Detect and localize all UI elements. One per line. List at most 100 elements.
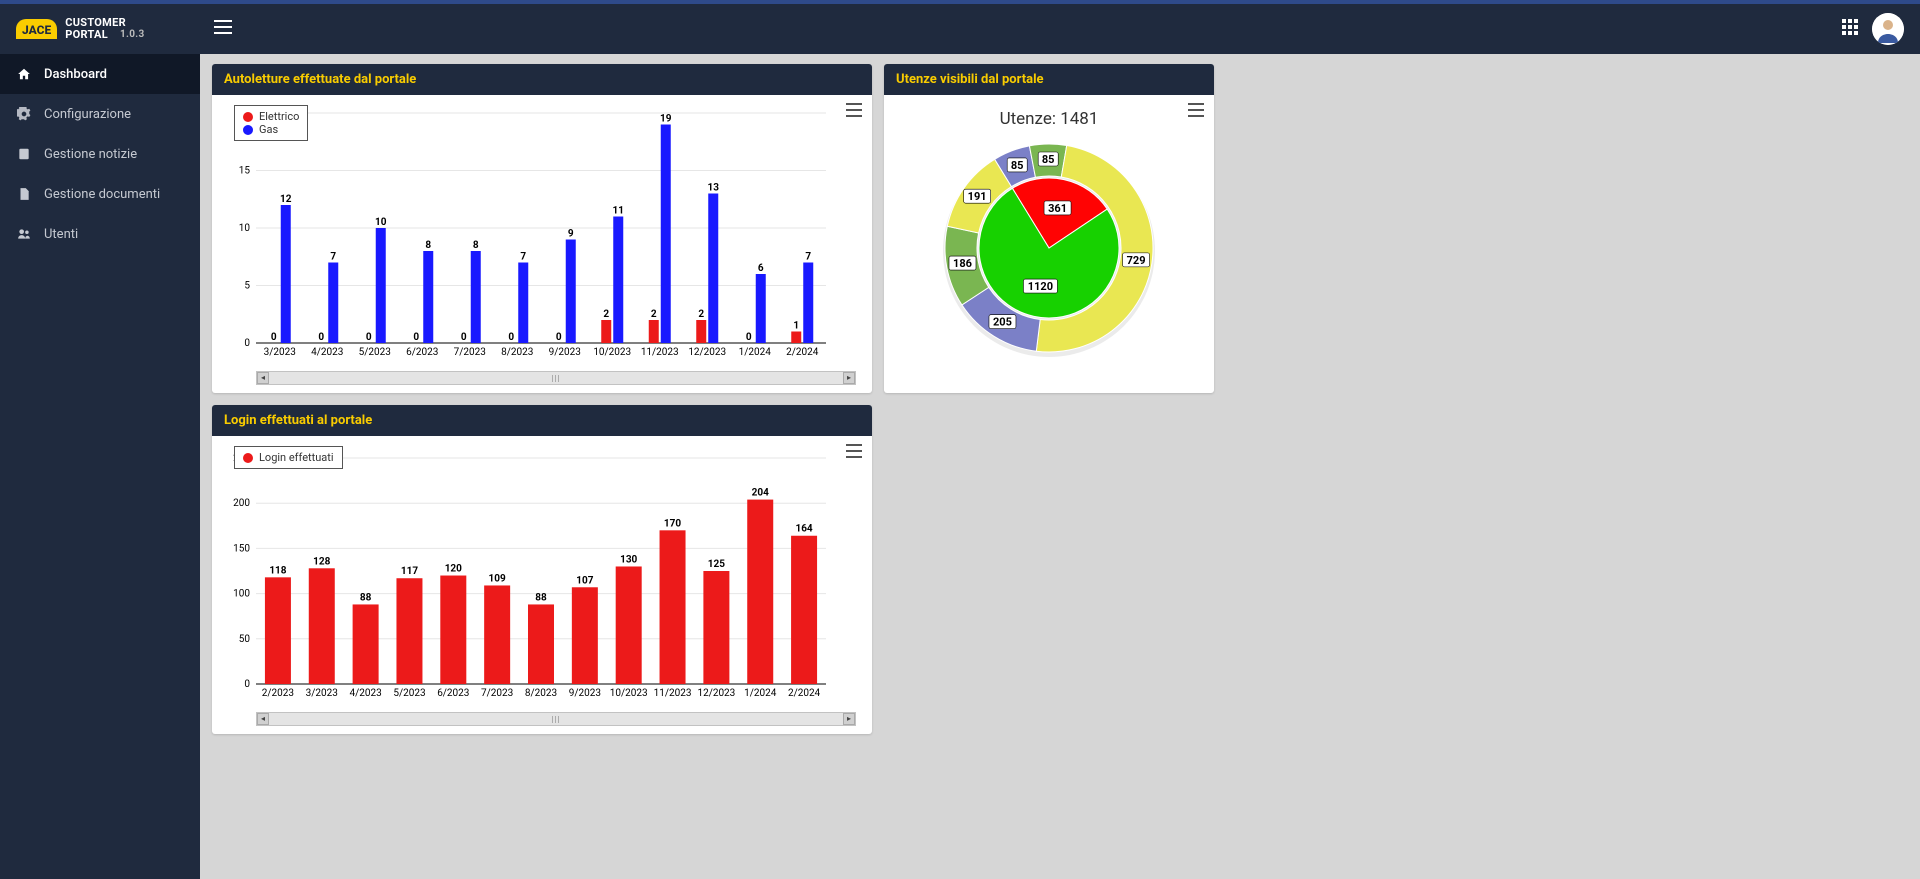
panel-utenze: Utenze visibili dal portale Utenze: 1481… xyxy=(884,64,1214,393)
panel-autoletture: Autoletture effettuate dal portale Elett… xyxy=(212,64,872,393)
svg-text:2/2024: 2/2024 xyxy=(786,347,819,358)
sidebar-item-utenti[interactable]: Utenti xyxy=(0,214,200,254)
svg-text:4/2023: 4/2023 xyxy=(349,688,381,699)
svg-text:88: 88 xyxy=(535,592,547,603)
svg-text:186: 186 xyxy=(953,257,972,270)
svg-text:107: 107 xyxy=(576,575,593,586)
svg-text:205: 205 xyxy=(993,316,1012,329)
svg-text:4/2023: 4/2023 xyxy=(311,347,343,358)
svg-text:85: 85 xyxy=(1042,153,1055,166)
sidebar-item-dashboard[interactable]: Dashboard xyxy=(0,54,200,94)
apps-grid-icon[interactable] xyxy=(1842,19,1858,39)
svg-text:6: 6 xyxy=(758,263,764,274)
svg-text:0: 0 xyxy=(461,332,467,343)
svg-text:729: 729 xyxy=(1127,254,1146,267)
svg-text:5/2023: 5/2023 xyxy=(359,347,391,358)
sidebar-item-gestione-documenti[interactable]: Gestione documenti xyxy=(0,174,200,214)
sidebar-item-label: Gestione notizie xyxy=(44,147,137,162)
svg-text:11: 11 xyxy=(613,206,624,217)
svg-text:0: 0 xyxy=(556,332,562,343)
gear-icon xyxy=(16,106,32,122)
svg-text:2: 2 xyxy=(698,309,704,320)
chart-menu-icon[interactable] xyxy=(846,444,862,462)
svg-text:3/2023: 3/2023 xyxy=(306,688,338,699)
logo: JACE CUSTOMER PORTAL 1.0.3 xyxy=(16,17,202,40)
svg-text:10/2023: 10/2023 xyxy=(593,347,631,358)
svg-text:2/2023: 2/2023 xyxy=(262,688,294,699)
sidebar-item-configurazione[interactable]: Configurazione xyxy=(0,94,200,134)
svg-text:125: 125 xyxy=(708,559,725,570)
svg-text:0: 0 xyxy=(366,332,372,343)
svg-text:88: 88 xyxy=(360,592,372,603)
svg-text:128: 128 xyxy=(313,556,330,567)
svg-text:8/2023: 8/2023 xyxy=(501,347,533,358)
svg-text:15: 15 xyxy=(239,166,251,177)
svg-text:7: 7 xyxy=(520,252,526,263)
doc-icon xyxy=(16,186,32,202)
home-icon xyxy=(16,66,32,82)
svg-text:200: 200 xyxy=(233,498,250,509)
svg-text:204: 204 xyxy=(752,488,769,499)
sidebar-item-label: Dashboard xyxy=(44,67,107,82)
svg-text:12/2023: 12/2023 xyxy=(688,347,726,358)
users-icon xyxy=(16,226,32,242)
user-avatar[interactable] xyxy=(1872,13,1904,45)
svg-text:0: 0 xyxy=(244,679,250,690)
donut-chart-utenze: 85857292051861913611120 xyxy=(924,133,1174,363)
svg-text:9/2023: 9/2023 xyxy=(569,688,601,699)
svg-text:2/2024: 2/2024 xyxy=(788,688,821,699)
svg-text:150: 150 xyxy=(233,543,250,554)
sidebar-item-label: Configurazione xyxy=(44,107,131,122)
svg-text:10: 10 xyxy=(239,223,251,234)
svg-text:0: 0 xyxy=(413,332,419,343)
svg-text:1/2024: 1/2024 xyxy=(744,688,777,699)
topbar: JACE CUSTOMER PORTAL 1.0.3 xyxy=(0,0,1920,54)
svg-text:5: 5 xyxy=(244,281,250,292)
svg-text:0: 0 xyxy=(244,338,250,349)
svg-text:50: 50 xyxy=(239,634,251,645)
svg-text:6/2023: 6/2023 xyxy=(406,347,438,358)
chart-scrollbar[interactable]: ◂ ▸ xyxy=(256,712,856,726)
note-icon xyxy=(16,146,32,162)
svg-text:100: 100 xyxy=(233,589,250,600)
svg-text:11/2023: 11/2023 xyxy=(641,347,679,358)
svg-text:12/2023: 12/2023 xyxy=(697,688,735,699)
sidebar-item-gestione-notizie[interactable]: Gestione notizie xyxy=(0,134,200,174)
menu-toggle-icon[interactable] xyxy=(214,20,232,38)
panel-login: Login effettuati al portale Login effett… xyxy=(212,405,872,734)
svg-text:0: 0 xyxy=(746,332,752,343)
chart-menu-icon[interactable] xyxy=(846,103,862,121)
svg-text:13: 13 xyxy=(708,183,720,194)
scroll-left-icon[interactable]: ◂ xyxy=(257,372,269,384)
svg-text:9: 9 xyxy=(568,229,574,240)
scroll-right-icon[interactable]: ▸ xyxy=(843,713,855,725)
sidebar: Dashboard Configurazione Gestione notizie G… xyxy=(0,54,200,879)
sidebar-item-label: Utenti xyxy=(44,227,78,242)
svg-text:7/2023: 7/2023 xyxy=(481,688,513,699)
svg-text:8: 8 xyxy=(473,240,479,251)
svg-text:5/2023: 5/2023 xyxy=(393,688,425,699)
scroll-left-icon[interactable]: ◂ xyxy=(257,713,269,725)
svg-text:12: 12 xyxy=(280,194,292,205)
scroll-right-icon[interactable]: ▸ xyxy=(843,372,855,384)
svg-text:8: 8 xyxy=(425,240,431,251)
svg-text:3/2023: 3/2023 xyxy=(264,347,296,358)
donut-summary: Utenze: 1481 xyxy=(892,109,1206,129)
chart-legend: Login effettuati xyxy=(234,446,343,469)
svg-text:10/2023: 10/2023 xyxy=(610,688,648,699)
svg-text:1/2024: 1/2024 xyxy=(739,347,772,358)
svg-text:361: 361 xyxy=(1048,202,1067,215)
svg-text:191: 191 xyxy=(968,190,987,203)
panel-title: Login effettuati al portale xyxy=(212,405,872,436)
svg-text:11/2023: 11/2023 xyxy=(654,688,692,699)
svg-text:0: 0 xyxy=(271,332,277,343)
svg-text:2: 2 xyxy=(603,309,609,320)
logo-badge: JACE xyxy=(16,19,57,39)
chart-scrollbar[interactable]: ◂ ▸ xyxy=(256,371,856,385)
svg-text:0: 0 xyxy=(508,332,514,343)
main-content: Autoletture effettuate dal portale Elett… xyxy=(200,54,1920,879)
svg-text:130: 130 xyxy=(620,554,637,565)
chart-menu-icon[interactable] xyxy=(1188,103,1204,121)
svg-text:85: 85 xyxy=(1011,159,1024,172)
svg-text:7: 7 xyxy=(330,252,336,263)
